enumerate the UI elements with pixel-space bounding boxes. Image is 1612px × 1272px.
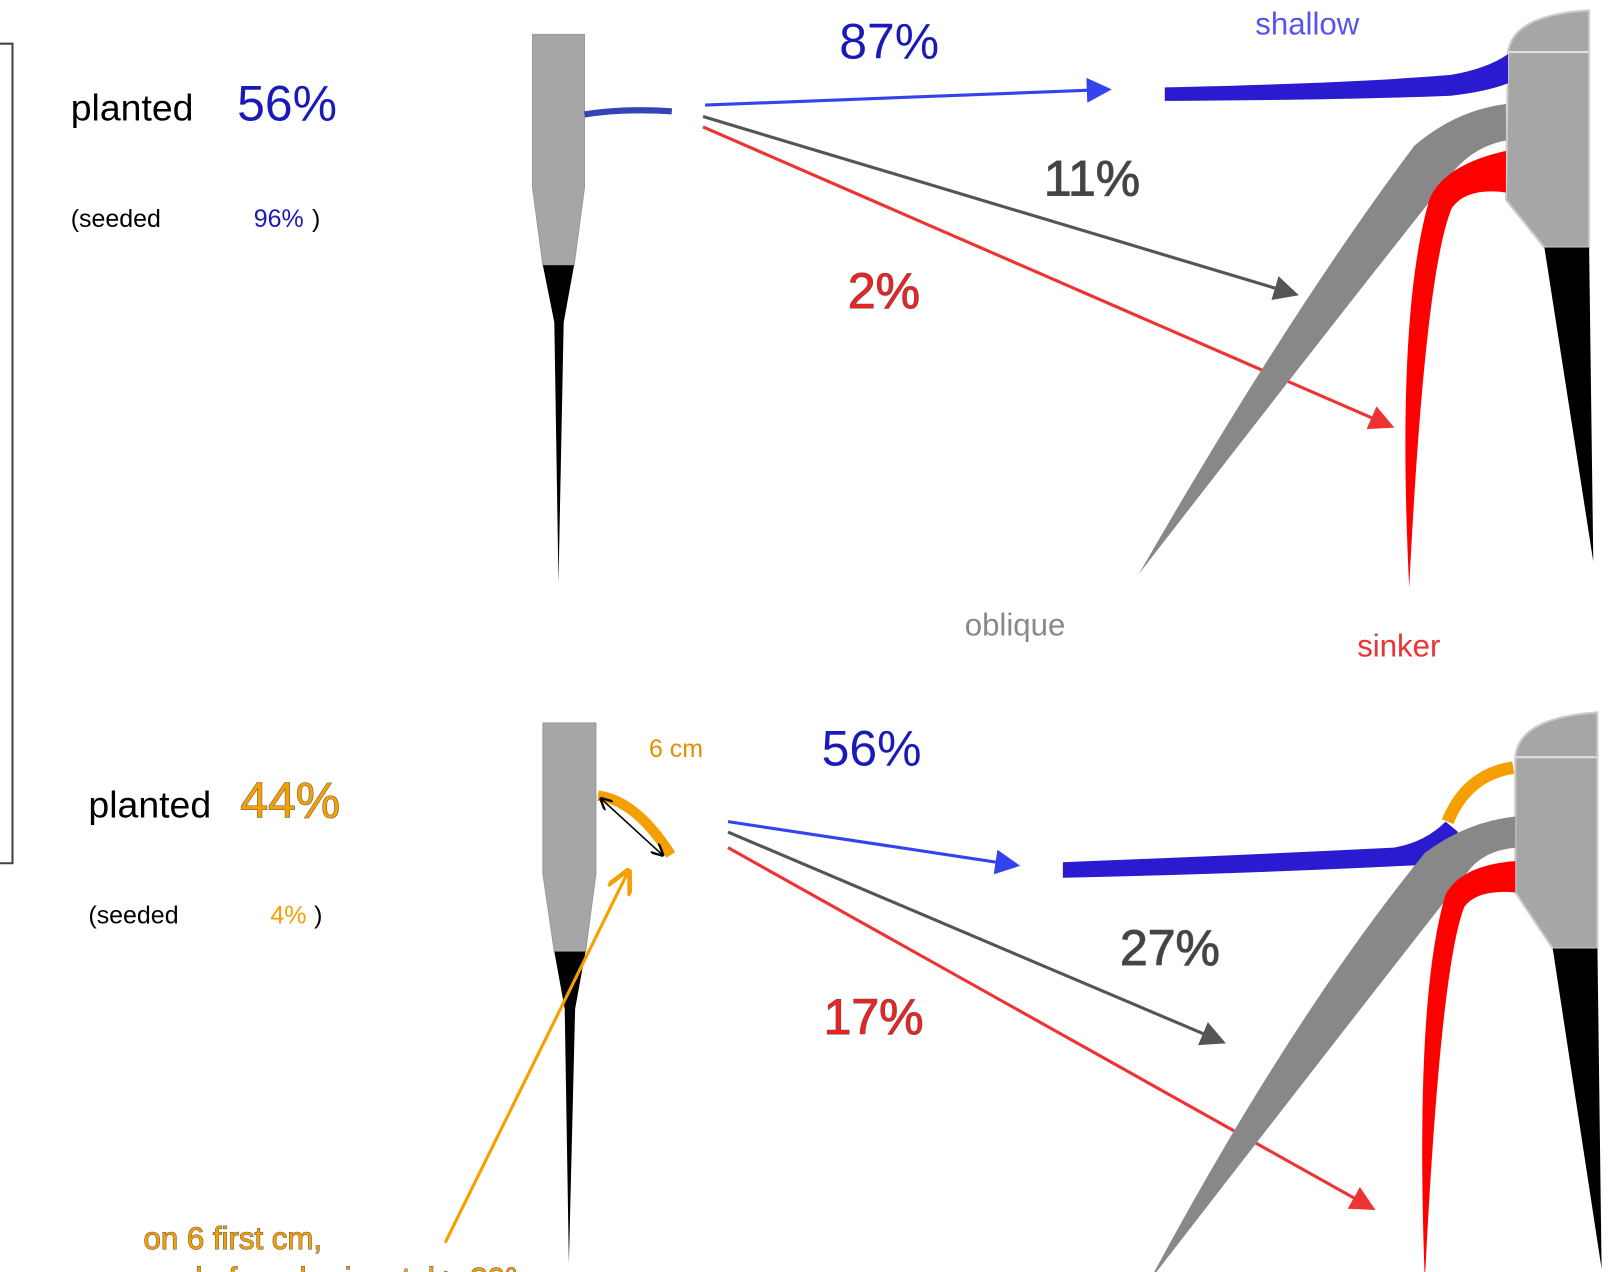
sinker-label: sinker [1357, 628, 1440, 663]
root-start [583, 107, 673, 118]
planted-label: planted [88, 783, 211, 825]
shallow-pct: 56% [822, 720, 922, 776]
taproot [1544, 247, 1594, 562]
shallow-root [1062, 821, 1459, 878]
cutting-base [554, 951, 586, 1264]
arrow-shallow [727, 820, 1021, 875]
sinker-pct: 2% [848, 263, 920, 319]
seeded-close: ) [312, 205, 320, 233]
sinker-root [1405, 150, 1506, 588]
oblique-root [1154, 816, 1516, 1272]
cutting [531, 33, 585, 266]
note-line: angle from horizontal > 30° [144, 1262, 518, 1272]
root-start [597, 790, 676, 858]
planted-value: 56% [237, 76, 337, 132]
length-arrow [601, 799, 662, 855]
note-line: on 6 first cm, [144, 1221, 323, 1256]
shallow-label: shallow [1255, 6, 1359, 41]
note-arrow [443, 872, 628, 1244]
seeded-label: (seeded [71, 205, 161, 233]
taproot [1552, 948, 1602, 1269]
shallow-pct: 87% [839, 13, 939, 69]
shallow-root-start [1441, 761, 1515, 825]
seeded-close: ) [314, 902, 322, 930]
seeded-value: 96% [254, 205, 304, 233]
oblique-root [1138, 104, 1506, 575]
arrow-sinker [727, 846, 1376, 1211]
oblique-label: oblique [965, 607, 1066, 642]
arrow-shallow [705, 77, 1112, 107]
shallow-root [1164, 54, 1508, 101]
plant-head [1514, 711, 1599, 950]
seeded-value: 4% [270, 902, 306, 930]
oblique-pct: 27% [1120, 920, 1220, 976]
arrow-oblique [702, 115, 1299, 301]
seeded-label: (seeded [88, 902, 178, 930]
arrow-oblique [727, 830, 1226, 1046]
oblique-pct: 11% [1044, 151, 1140, 207]
plant-head [1504, 9, 1591, 249]
sinker-root [1422, 861, 1516, 1272]
length-label: 6 cm [649, 735, 703, 763]
sinker-pct: 17% [824, 989, 924, 1045]
bracket [0, 42, 14, 865]
cutting [542, 722, 597, 953]
cutting-base [542, 265, 575, 583]
planted-value: 44% [240, 772, 340, 828]
planted-label: planted [71, 87, 194, 129]
